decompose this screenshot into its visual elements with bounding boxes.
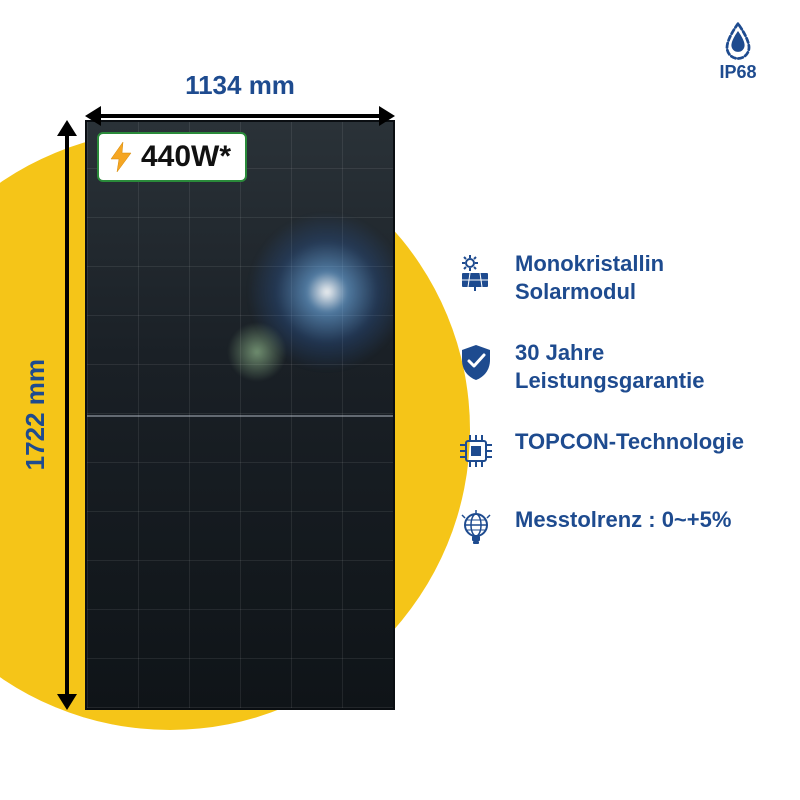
width-dimension: 1134 mm (85, 70, 395, 125)
power-value: 440W* (141, 140, 231, 174)
globe-bulb-icon (455, 508, 497, 550)
ip-rating-badge: IP68 (716, 20, 760, 83)
height-dimension-arrow (57, 120, 77, 710)
lightning-icon (109, 142, 133, 172)
solar-panel-icon (455, 252, 497, 294)
feature-item: TOPCON-Technologie (455, 428, 744, 472)
water-drop-icon (716, 20, 760, 64)
feature-item: Monokristallin Solarmodul (455, 250, 744, 305)
feature-text: 30 Jahre Leistungsgarantie (515, 339, 704, 394)
width-dimension-label: 1134 mm (85, 70, 395, 101)
feature-list: Monokristallin Solarmodul 30 Jahre Leist… (455, 250, 744, 584)
chip-icon (455, 430, 497, 472)
ip-rating-label: IP68 (719, 62, 756, 83)
shield-check-icon (455, 341, 497, 383)
height-dimension-label: 1722 mm (20, 359, 51, 470)
solar-panel-container: 440W* (85, 120, 395, 710)
feature-item: Messtolrenz : 0~+5% (455, 506, 744, 550)
solar-panel-image: 440W* (85, 120, 395, 710)
feature-text: Monokristallin Solarmodul (515, 250, 664, 305)
width-dimension-arrow (85, 105, 395, 125)
feature-text: TOPCON-Technologie (515, 428, 744, 456)
height-dimension: 1722 mm (20, 120, 77, 710)
feature-text: Messtolrenz : 0~+5% (515, 506, 731, 534)
feature-item: 30 Jahre Leistungsgarantie (455, 339, 744, 394)
power-badge: 440W* (97, 132, 247, 182)
